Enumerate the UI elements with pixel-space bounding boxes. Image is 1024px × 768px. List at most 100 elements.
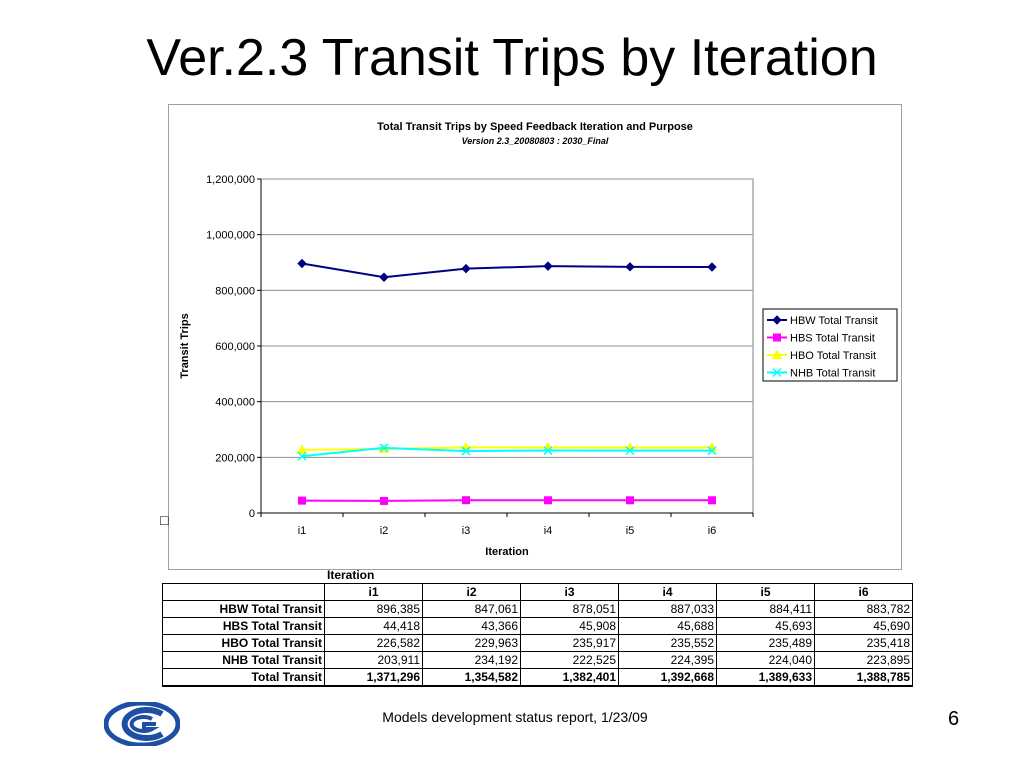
table-row: Total Transit 1,371,296 1,354,582 1,382,401… (162, 668, 913, 687)
x-tick-label: i2 (380, 525, 389, 537)
data-point (626, 496, 634, 505)
data-point (379, 272, 389, 282)
row-label: Total Transit (162, 668, 325, 687)
chart-subtitle: Version 2.3_20080803 : 2030_Final (462, 136, 609, 146)
table-header: i5 (716, 583, 815, 601)
x-tick-label: i4 (544, 525, 553, 537)
y-tick-label: 0 (249, 508, 255, 520)
stray-glyph: □ (160, 512, 169, 528)
data-point (297, 258, 307, 269)
legend-label: NHB Total Transit (790, 368, 875, 380)
table-cell: 1,382,401 (520, 668, 619, 687)
table-header-row: i1 i2 i3 i4 i5 i6 (162, 583, 913, 601)
data-point (296, 444, 308, 454)
table-cell: 222,525 (520, 651, 619, 669)
table-header: i1 (324, 583, 423, 601)
data-point (298, 496, 306, 505)
data-table: i1 i2 i3 i4 i5 i6 HBW Total Transit 896,3… (162, 583, 913, 687)
slide-title: Ver.2.3 Transit Trips by Iteration (146, 29, 878, 87)
table-cell: 44,418 (324, 617, 423, 635)
y-tick-label: 800,000 (215, 285, 255, 297)
table-cell: 45,690 (814, 617, 913, 635)
table-cell: 45,688 (618, 617, 717, 635)
table-cell: 45,908 (520, 617, 619, 635)
legend-label: HBW Total Transit (790, 315, 878, 327)
data-point (543, 261, 553, 271)
table-cell: 887,033 (618, 600, 717, 618)
table-header: i6 (814, 583, 913, 601)
table-cell: 1,388,785 (814, 668, 913, 687)
table-cell: 45,693 (716, 617, 815, 635)
table-cell: 229,963 (422, 634, 521, 652)
x-tick-label: i1 (298, 525, 307, 537)
table-row: HBS Total Transit 44,418 43,366 45,908 45,68… (162, 617, 913, 635)
company-logo-icon (104, 702, 180, 746)
legend-marker (772, 315, 782, 325)
table-cell: 224,040 (716, 651, 815, 669)
data-point (461, 263, 471, 274)
series-line-4 (301, 446, 713, 458)
data-point (708, 496, 716, 505)
x-axis-label: Iteration (485, 546, 529, 558)
table-cell: 1,371,296 (324, 668, 423, 687)
table-cell: 1,354,582 (422, 668, 521, 687)
x-tick-label: i6 (708, 525, 717, 537)
chart-container: Total Transit Trips by Speed Feedback It… (168, 104, 902, 570)
legend-marker (773, 333, 781, 342)
table-cell: 1,389,633 (716, 668, 815, 687)
table-caption: Iteration (327, 568, 375, 582)
y-tick-label: 600,000 (215, 341, 255, 353)
table-cell: 235,418 (814, 634, 913, 652)
table-cell: 884,411 (716, 600, 815, 618)
table-cell: 883,782 (814, 600, 913, 618)
table-row: HBO Total Transit 226,582 229,963 235,917 23… (162, 634, 913, 652)
data-point (297, 451, 307, 461)
data-point (461, 446, 471, 456)
y-tick-label: 1,200,000 (206, 174, 255, 186)
table-cell: 203,911 (324, 651, 423, 669)
table-cell: 235,489 (716, 634, 815, 652)
y-axis-label: Transit Trips (179, 313, 191, 378)
table-corner (162, 583, 325, 601)
y-tick-label: 1,000,000 (206, 230, 255, 242)
row-label: HBW Total Transit (162, 600, 325, 618)
table-header: i2 (422, 583, 521, 601)
x-tick-label: i3 (462, 525, 471, 537)
row-label: NHB Total Transit (162, 651, 325, 669)
data-point (544, 496, 552, 505)
series-line-2 (301, 499, 713, 502)
footer-text: Models development status report, 1/23/0… (382, 709, 648, 725)
row-label: HBO Total Transit (162, 634, 325, 652)
table-cell: 43,366 (422, 617, 521, 635)
table-cell: 234,192 (422, 651, 521, 669)
page-number: 6 (948, 708, 960, 730)
table-cell: 235,917 (520, 634, 619, 652)
data-point (707, 446, 717, 456)
table-header: i3 (520, 583, 619, 601)
table-cell: 896,385 (324, 600, 423, 618)
table-cell: 235,552 (618, 634, 717, 652)
data-point (625, 262, 635, 272)
table-row: HBW Total Transit 896,385 847,061 878,051 88… (162, 600, 913, 618)
data-point (625, 446, 635, 456)
legend-marker (772, 367, 782, 378)
table-cell: 1,392,668 (618, 668, 717, 687)
table-cell: 223,895 (814, 651, 913, 669)
series-line-1 (301, 262, 713, 279)
table-cell: 226,582 (324, 634, 423, 652)
data-point (543, 446, 553, 456)
line-chart: Total Transit Trips by Speed Feedback It… (179, 121, 898, 558)
data-point (707, 262, 717, 272)
legend-marker (771, 349, 783, 359)
chart-title: Total Transit Trips by Speed Feedback It… (377, 121, 693, 133)
y-tick-label: 400,000 (215, 397, 255, 409)
row-label: HBS Total Transit (162, 617, 325, 635)
table-cell: 224,395 (618, 651, 717, 669)
table-cell: 847,061 (422, 600, 521, 618)
x-tick-label: i5 (626, 525, 635, 537)
data-point (380, 496, 388, 505)
data-point (379, 443, 389, 453)
legend-label: HBS Total Transit (790, 333, 875, 345)
data-point (462, 496, 470, 505)
y-tick-label: 200,000 (215, 452, 255, 464)
